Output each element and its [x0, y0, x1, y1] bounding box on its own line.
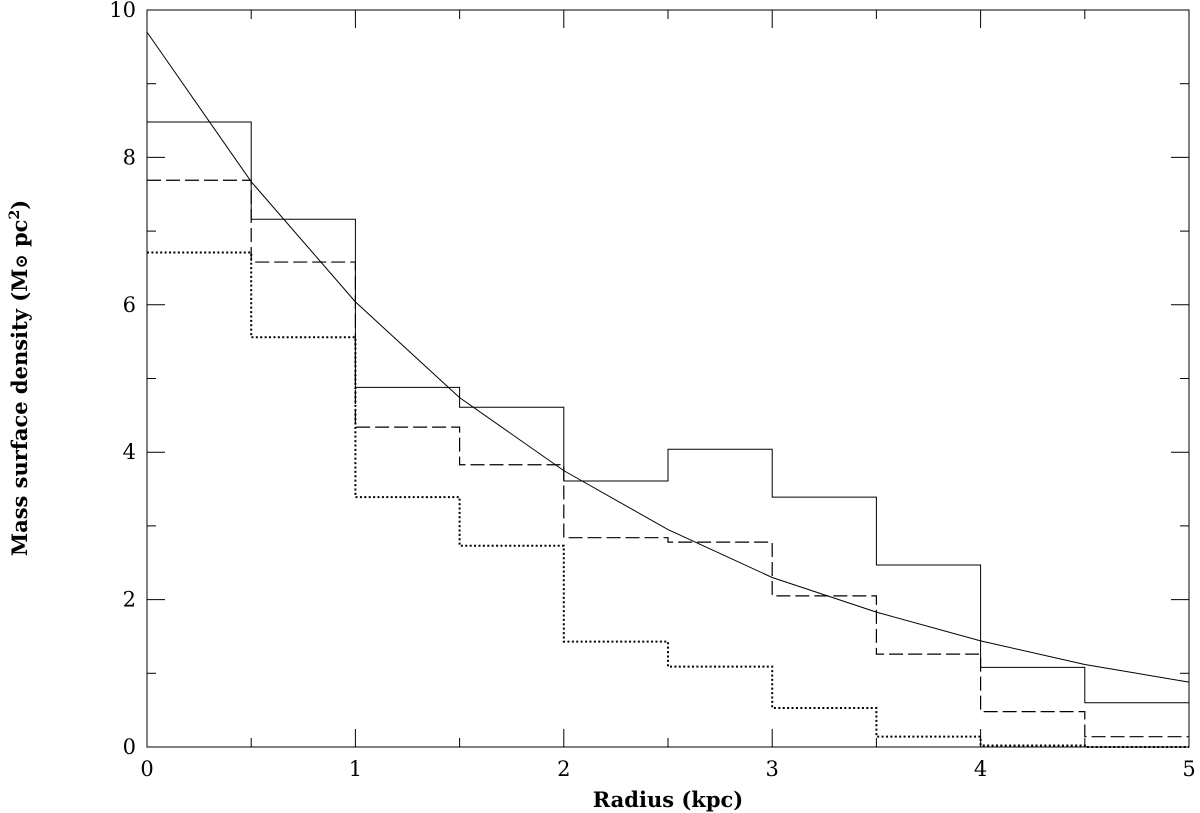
y-axis-title: Mass surface density (M⊙ pc2) [7, 200, 32, 556]
y-tick-label: 6 [123, 293, 136, 317]
series-line-dotted-step [147, 251, 1189, 748]
x-tick-label: 3 [766, 757, 779, 781]
series-line-solid-step [147, 121, 1189, 704]
axis-ticks [146, 9, 1190, 748]
series-line-dashed-step [147, 179, 1189, 738]
y-tick-label: 0 [123, 735, 136, 759]
y-axis-title-main: Mass surface density (M [7, 269, 32, 557]
y-axis-title-sun-symbol: ⊙ [12, 254, 32, 268]
y-tick-label: 2 [123, 588, 136, 612]
series-line-solid-curve [146, 31, 1190, 683]
plot-frame [146, 9, 1190, 748]
y-axis-title-exponent: 2 [7, 210, 23, 220]
y-tick-label: 4 [123, 440, 136, 464]
x-axis-title: Radius (kpc) [593, 787, 744, 812]
y-axis-title-unit: pc [7, 220, 32, 255]
y-axis-title-close: ) [7, 200, 32, 210]
x-tick-label: 1 [349, 757, 362, 781]
x-tick-label: 5 [1182, 757, 1195, 781]
x-tick-label: 2 [557, 757, 570, 781]
x-tick-label: 4 [974, 757, 987, 781]
x-tick-label: 0 [140, 757, 153, 781]
y-tick-label: 8 [123, 145, 136, 169]
axis-tick-labels: 0 1 2 3 4 5 0 2 4 6 8 10 [109, 0, 1195, 781]
series-group [146, 31, 1190, 748]
y-tick-label: 10 [109, 0, 136, 22]
